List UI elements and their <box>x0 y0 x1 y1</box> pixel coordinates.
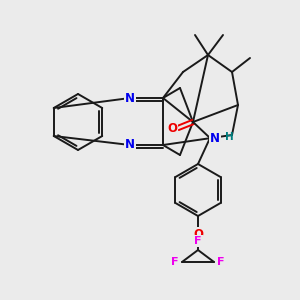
Text: F: F <box>171 257 179 267</box>
Text: O: O <box>167 122 177 134</box>
Text: F: F <box>194 236 202 246</box>
Text: N: N <box>125 92 135 104</box>
Text: H: H <box>225 132 234 142</box>
Text: N: N <box>210 131 220 145</box>
Text: O: O <box>193 227 203 241</box>
Text: F: F <box>217 257 225 267</box>
Text: N: N <box>125 139 135 152</box>
